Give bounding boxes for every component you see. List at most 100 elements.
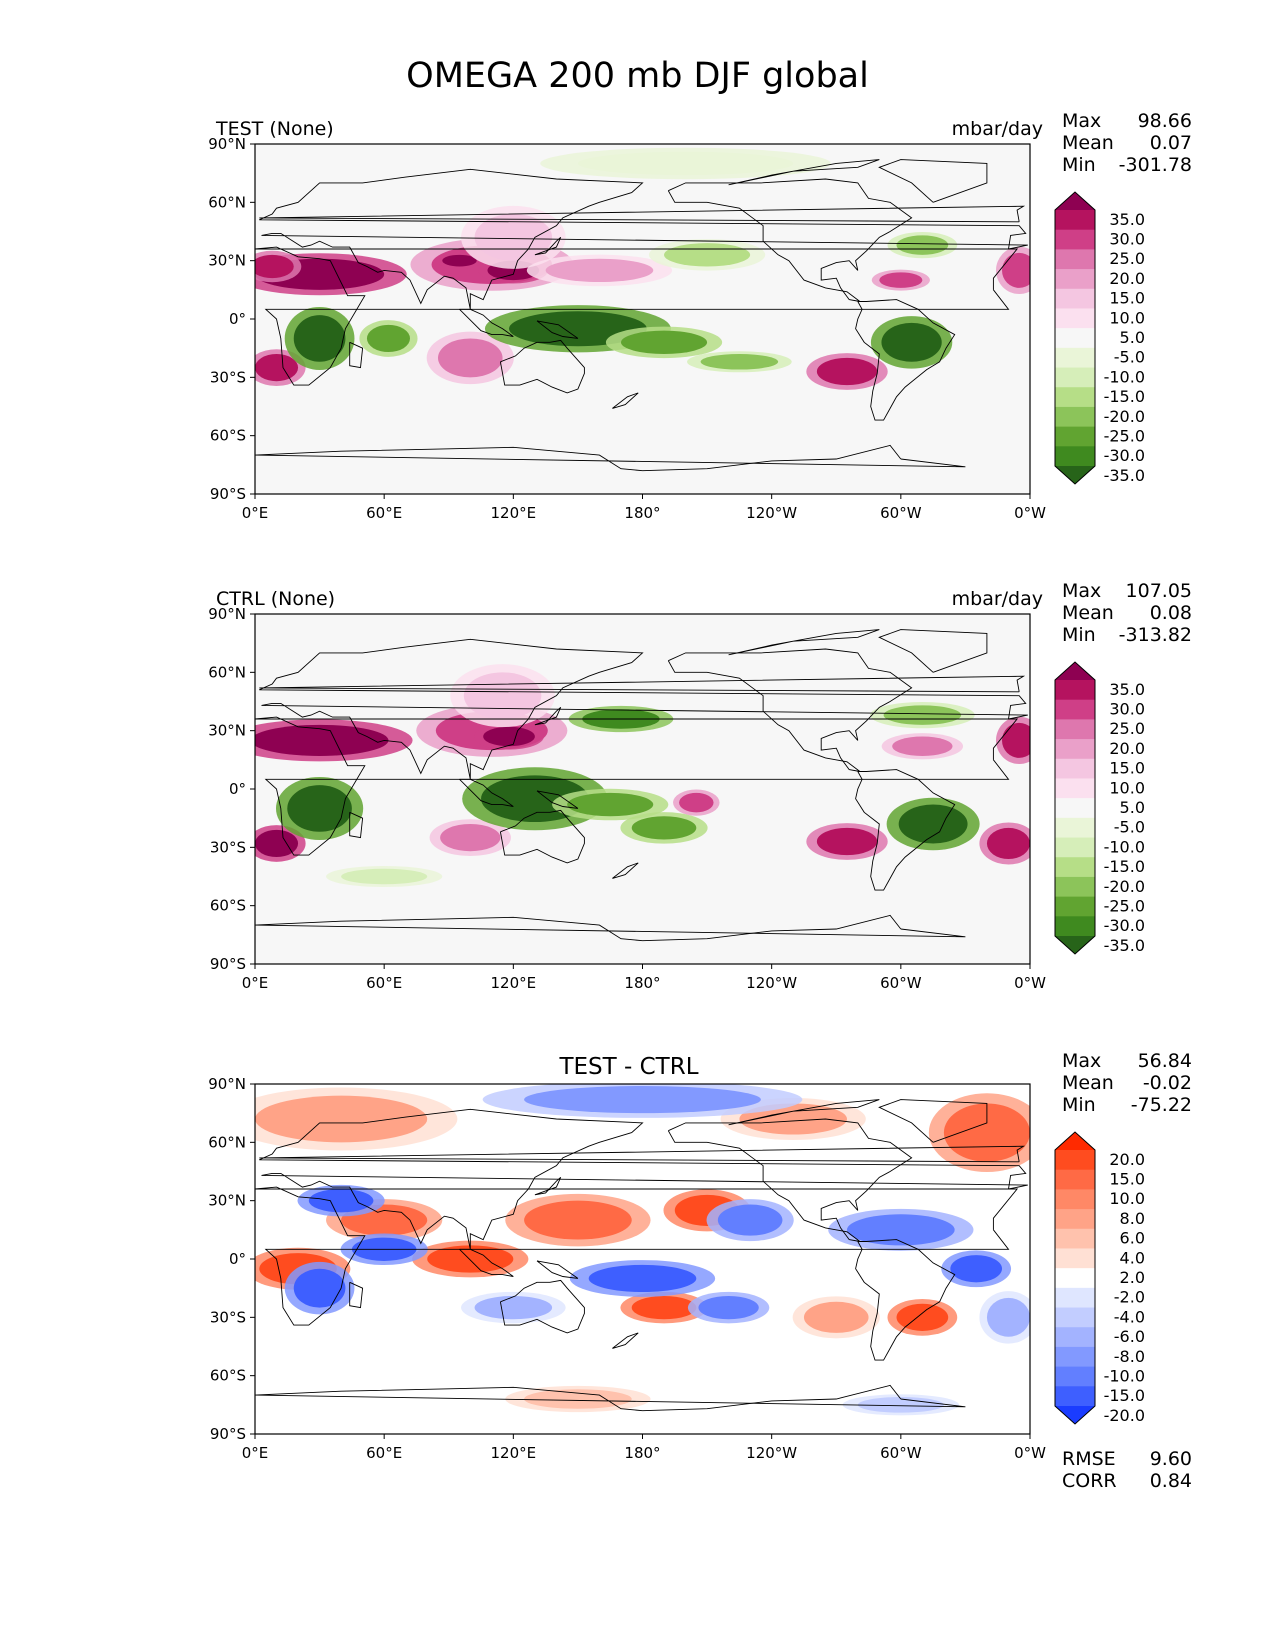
colorbar-label: 5.0 [1120, 798, 1145, 817]
field-blob [803, 1301, 869, 1333]
colorbar-outline [1054, 191, 1096, 485]
stat-label: Max [1062, 110, 1102, 132]
colorbar-label: 10.0 [1109, 778, 1145, 797]
colorbar-segment [1055, 446, 1095, 467]
colorbar-segment [1055, 1248, 1095, 1269]
stat-value: 9.60 [1149, 1448, 1192, 1470]
colorbar-segment [1055, 210, 1095, 231]
stat-value: 0.84 [1149, 1470, 1192, 1492]
colorbar-segment [1055, 896, 1095, 917]
colorbar-segment [1055, 916, 1095, 937]
field-blob [700, 354, 779, 370]
coastline [536, 320, 579, 339]
x-tick-label: 180° [624, 1444, 660, 1462]
colorbar-extend-max [1055, 192, 1095, 210]
colorbar-segment [1055, 857, 1095, 878]
coastline [878, 159, 988, 203]
stat-row: CORR 0.84 [1062, 1470, 1192, 1492]
coastline [612, 1332, 639, 1349]
x-tick-label: 60°W [880, 1444, 922, 1462]
x-tick-label: 60°E [366, 974, 402, 992]
field-blob [950, 1255, 1003, 1283]
y-tick-label: 90°S [210, 955, 246, 973]
colorbar-label: 20.0 [1109, 739, 1145, 758]
coastline [349, 1281, 364, 1309]
coastline [667, 1118, 913, 1242]
field-blob [427, 1245, 514, 1273]
colorbar-segment [1055, 406, 1095, 428]
field-blob [255, 829, 299, 858]
y-tick-label: 90°S [210, 1425, 246, 1443]
x-tick-label: 0°E [242, 1444, 269, 1462]
coastline [459, 778, 514, 807]
coastline [255, 1386, 966, 1412]
colorbar-label: 20.0 [1109, 269, 1145, 288]
stat-value: -75.22 [1130, 1094, 1192, 1116]
coastline [728, 159, 880, 186]
colorbar-extend-min [1055, 1406, 1095, 1424]
coastline [499, 339, 585, 394]
colorbar-label: 35.0 [1109, 210, 1145, 229]
coastline [612, 392, 639, 409]
y-tick-label: 30°N [208, 722, 246, 740]
colorbar-label: 10.0 [1109, 308, 1145, 327]
stat-label: Max [1062, 1050, 1102, 1072]
colorbar-outline [1054, 1131, 1096, 1425]
colorbar-segment [1055, 778, 1095, 799]
field-blob [631, 816, 697, 840]
x-tick-label: 0°E [242, 504, 269, 522]
coastline [255, 246, 1019, 386]
field-blob [679, 792, 714, 813]
colorbar-label: -10.0 [1104, 1366, 1145, 1385]
colorbar-segment [1055, 367, 1095, 388]
coastline [259, 205, 1026, 223]
coastline [536, 790, 579, 809]
colorbar-label: -35.0 [1104, 936, 1145, 955]
colorbar-segment [1055, 719, 1095, 740]
coastline [349, 341, 364, 369]
stat-label: Mean [1062, 602, 1114, 624]
map-plot: 90°N 60°N 30°N 0° 30°S 60°S 90°S0°E 60°E 120°E 18… [208, 1075, 1046, 1462]
colorbar-label: 30.0 [1109, 700, 1145, 719]
field-blob [440, 824, 501, 852]
stat-row: Min -301.78 [1062, 154, 1192, 176]
coastline [255, 446, 966, 472]
map-plot: 90°N 60°N 30°N 0° 30°S 60°S 90°S0°E 60°E 120°E 18… [208, 605, 1046, 992]
field-blob [255, 724, 389, 756]
field-blob [879, 272, 923, 288]
colorbar-label: 20.0 [1109, 1150, 1145, 1169]
y-tick-label: 30°S [210, 838, 246, 856]
x-tick-label: 180° [624, 974, 660, 992]
coastline [667, 178, 913, 302]
stat-label: Mean [1062, 1072, 1114, 1094]
stat-row: Mean 0.08 [1062, 602, 1192, 624]
field-blob [883, 705, 962, 725]
figure-title: OMEGA 200 mb DJF global [406, 56, 869, 96]
stat-value: -301.78 [1118, 154, 1192, 176]
colorbar-label: 15.0 [1109, 1170, 1145, 1189]
field-blob [1002, 252, 1030, 288]
stat-row: Max 56.84 [1062, 1050, 1192, 1072]
colorbar-label: -30.0 [1104, 916, 1145, 935]
stat-label: Min [1062, 624, 1096, 646]
coastline [534, 1176, 562, 1196]
stat-value: 107.05 [1125, 580, 1192, 602]
colorbar-segment [1055, 1189, 1095, 1210]
coastline [642, 444, 902, 472]
x-tick-label: 0°W [1014, 1444, 1046, 1462]
y-tick-label: 0° [229, 1250, 246, 1268]
colorbar-segment [1055, 1287, 1095, 1309]
colorbar-segment [1055, 739, 1095, 760]
stat-label: Mean [1062, 132, 1114, 154]
x-tick-label: 120°W [746, 504, 797, 522]
x-tick-label: 0°W [1014, 974, 1046, 992]
colorbar-segment [1055, 1209, 1095, 1230]
colorbar-label: -6.0 [1114, 1327, 1145, 1346]
coastline [855, 769, 956, 891]
x-tick-label: 60°E [366, 1444, 402, 1462]
field-blob [892, 736, 953, 756]
field-blob [881, 322, 942, 362]
colorbar-segment [1055, 249, 1095, 270]
coastline [259, 638, 1028, 780]
stats-box: Max 56.84 Mean -0.02 Min -75.22 [1062, 1050, 1192, 1116]
